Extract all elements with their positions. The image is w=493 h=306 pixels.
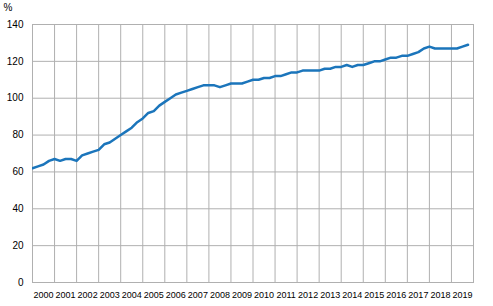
svg-text:2014: 2014 [342, 290, 362, 300]
svg-text:2000: 2000 [34, 290, 54, 300]
svg-text:2002: 2002 [78, 290, 98, 300]
svg-text:2007: 2007 [188, 290, 208, 300]
svg-text:40: 40 [12, 203, 24, 214]
svg-text:2015: 2015 [364, 290, 384, 300]
svg-text:2006: 2006 [166, 290, 186, 300]
svg-text:2001: 2001 [56, 290, 76, 300]
svg-text:120: 120 [7, 56, 24, 67]
svg-text:2005: 2005 [144, 290, 164, 300]
svg-text:0: 0 [18, 277, 24, 288]
svg-text:2016: 2016 [386, 290, 406, 300]
svg-text:2012: 2012 [298, 290, 318, 300]
svg-text:2003: 2003 [100, 290, 120, 300]
svg-text:80: 80 [12, 129, 24, 140]
svg-text:2018: 2018 [430, 290, 450, 300]
svg-text:2008: 2008 [210, 290, 230, 300]
svg-text:60: 60 [12, 166, 24, 177]
svg-text:%: % [4, 2, 13, 13]
svg-text:20: 20 [12, 240, 24, 251]
svg-text:2013: 2013 [320, 290, 340, 300]
svg-text:2019: 2019 [452, 290, 472, 300]
svg-text:100: 100 [7, 92, 24, 103]
svg-text:2009: 2009 [232, 290, 252, 300]
svg-text:2004: 2004 [122, 290, 142, 300]
svg-text:2017: 2017 [408, 290, 428, 300]
svg-text:2010: 2010 [254, 290, 274, 300]
svg-text:2011: 2011 [276, 290, 295, 300]
svg-text:140: 140 [7, 19, 24, 30]
